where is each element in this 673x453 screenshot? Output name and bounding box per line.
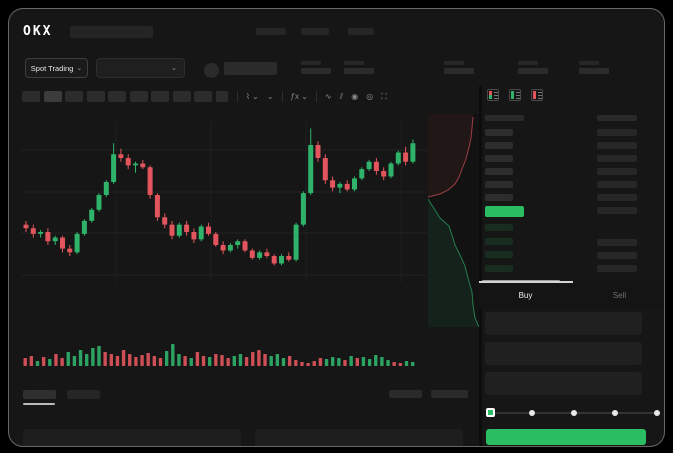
bid-price-placeholder xyxy=(485,224,513,231)
line-tool-icon[interactable]: ∿ xyxy=(324,92,332,101)
chart-toolbar-icons: ⌇ ⌄ ⌄ ƒx ⌄ ∿ ⫽ ◉ ◎ ⛶ xyxy=(237,90,387,103)
ask-price-placeholder xyxy=(485,129,513,136)
orders-panel-placeholder xyxy=(255,429,463,446)
ask-price-placeholder xyxy=(485,155,513,162)
depth-chart[interactable] xyxy=(428,114,480,327)
ask-size-placeholder xyxy=(597,129,637,136)
total-input-placeholder[interactable] xyxy=(485,372,642,395)
price-input-placeholder[interactable] xyxy=(485,312,642,335)
bottom-tab-placeholder[interactable] xyxy=(23,390,56,399)
active-tab-indicator xyxy=(479,281,573,283)
ask-size-placeholder xyxy=(597,181,637,188)
timeframe-button-placeholder[interactable] xyxy=(86,91,105,102)
stat-placeholder xyxy=(579,61,609,75)
ask-size-placeholder xyxy=(597,207,637,214)
coin-avatar xyxy=(204,63,219,78)
ask-size-placeholder xyxy=(597,155,637,162)
timeframe-button-placeholder[interactable] xyxy=(65,91,83,102)
timeframe-button-placeholder[interactable] xyxy=(151,91,169,102)
ask-size-placeholder xyxy=(597,142,637,149)
orderbook-header-placeholder xyxy=(485,115,524,121)
ask-size-placeholder xyxy=(597,168,637,175)
logo-text-placeholder xyxy=(70,26,153,38)
chart-range-placeholder[interactable] xyxy=(431,390,468,398)
slider-stop-dot[interactable] xyxy=(612,410,619,416)
okx-logo: OKX xyxy=(23,24,53,39)
bid-size-placeholder xyxy=(597,265,637,272)
book-asks-view-icon[interactable] xyxy=(531,89,543,101)
candlestick-chart[interactable] xyxy=(21,113,427,373)
orderbook-header-placeholder xyxy=(597,115,637,121)
active-tab-underline xyxy=(23,403,55,405)
ask-price-placeholder xyxy=(485,194,513,201)
slider-stop-dot[interactable] xyxy=(528,410,535,416)
bid-price-placeholder xyxy=(485,251,513,258)
stat-placeholder xyxy=(444,61,474,75)
nav-item-placeholder[interactable] xyxy=(256,28,286,35)
indicators-icon[interactable]: ƒx ⌄ xyxy=(290,92,308,101)
market-type-label: Spot Trading xyxy=(30,63,74,73)
bid-size-placeholder xyxy=(597,252,637,259)
amount-slider xyxy=(485,404,661,422)
stat-placeholder xyxy=(344,61,374,75)
chevron-down-icon: ⌄ xyxy=(76,65,83,72)
nav-item-placeholder[interactable] xyxy=(301,28,329,35)
last-price-highlight[interactable] xyxy=(485,206,524,217)
timeframe-button-placeholder[interactable] xyxy=(194,91,212,102)
toolbar-divider xyxy=(281,91,283,102)
timeframe-button-placeholder[interactable] xyxy=(43,91,62,102)
tab-sell[interactable]: Sell xyxy=(612,290,627,300)
chevron-down-icon[interactable]: ⌄ xyxy=(266,92,274,101)
book-bids-view-icon[interactable] xyxy=(509,89,521,101)
fullscreen-icon[interactable]: ⛶ xyxy=(381,91,387,101)
toolbar-divider xyxy=(315,91,317,102)
timeframe-button-placeholder[interactable] xyxy=(22,91,40,102)
amount-input-placeholder[interactable] xyxy=(485,342,642,365)
market-type-dropdown[interactable]: Spot Trading ⌄ xyxy=(25,58,88,78)
ask-size-placeholder xyxy=(597,194,637,201)
slider-stop-dot[interactable] xyxy=(654,410,660,416)
orders-panel-placeholder xyxy=(23,429,241,446)
pair-name-placeholder xyxy=(224,62,277,75)
timeframe-button-placeholder[interactable] xyxy=(129,91,148,102)
camera-icon[interactable]: ◉ xyxy=(351,92,359,101)
buy-button[interactable] xyxy=(486,429,646,445)
bottom-tab-placeholder[interactable] xyxy=(67,390,100,399)
app-window: OKX Spot Trading ⌄ ⌄ ⌇ ⌄ ⌄ ƒx ⌄ ∿ ⫽ ◉ ◎ ⛶ xyxy=(8,8,665,447)
slider-handle[interactable] xyxy=(486,408,495,417)
bid-price-placeholder xyxy=(485,264,513,272)
ask-price-placeholder xyxy=(485,142,513,149)
chevron-down-icon: ⌄ xyxy=(171,65,177,72)
draw-tool-icon[interactable]: ⫽ xyxy=(339,91,344,101)
settings-icon[interactable]: ◎ xyxy=(366,92,374,101)
stat-placeholder xyxy=(518,61,548,75)
stat-placeholder xyxy=(301,61,331,75)
bid-size-placeholder xyxy=(597,239,637,246)
timeframe-button-placeholder[interactable] xyxy=(215,91,228,102)
pair-dropdown[interactable]: ⌄ xyxy=(96,58,185,78)
panel-divider xyxy=(479,86,482,446)
ask-price-placeholder xyxy=(485,168,513,175)
trade-tabs: Buy Sell xyxy=(479,281,664,309)
slider-stop-dot[interactable] xyxy=(570,410,577,416)
bid-price-placeholder xyxy=(485,237,513,245)
order-book xyxy=(482,115,664,283)
nav-item-placeholder[interactable] xyxy=(348,28,374,35)
tab-buy[interactable]: Buy xyxy=(518,290,533,300)
ask-price-placeholder xyxy=(485,181,513,188)
chart-style-icon[interactable]: ⌇ ⌄ xyxy=(246,92,259,101)
timeframe-button-placeholder[interactable] xyxy=(172,91,191,102)
chart-range-placeholder[interactable] xyxy=(389,390,422,398)
book-combined-view-icon[interactable] xyxy=(487,89,499,101)
timeframe-button-placeholder[interactable] xyxy=(108,91,126,102)
